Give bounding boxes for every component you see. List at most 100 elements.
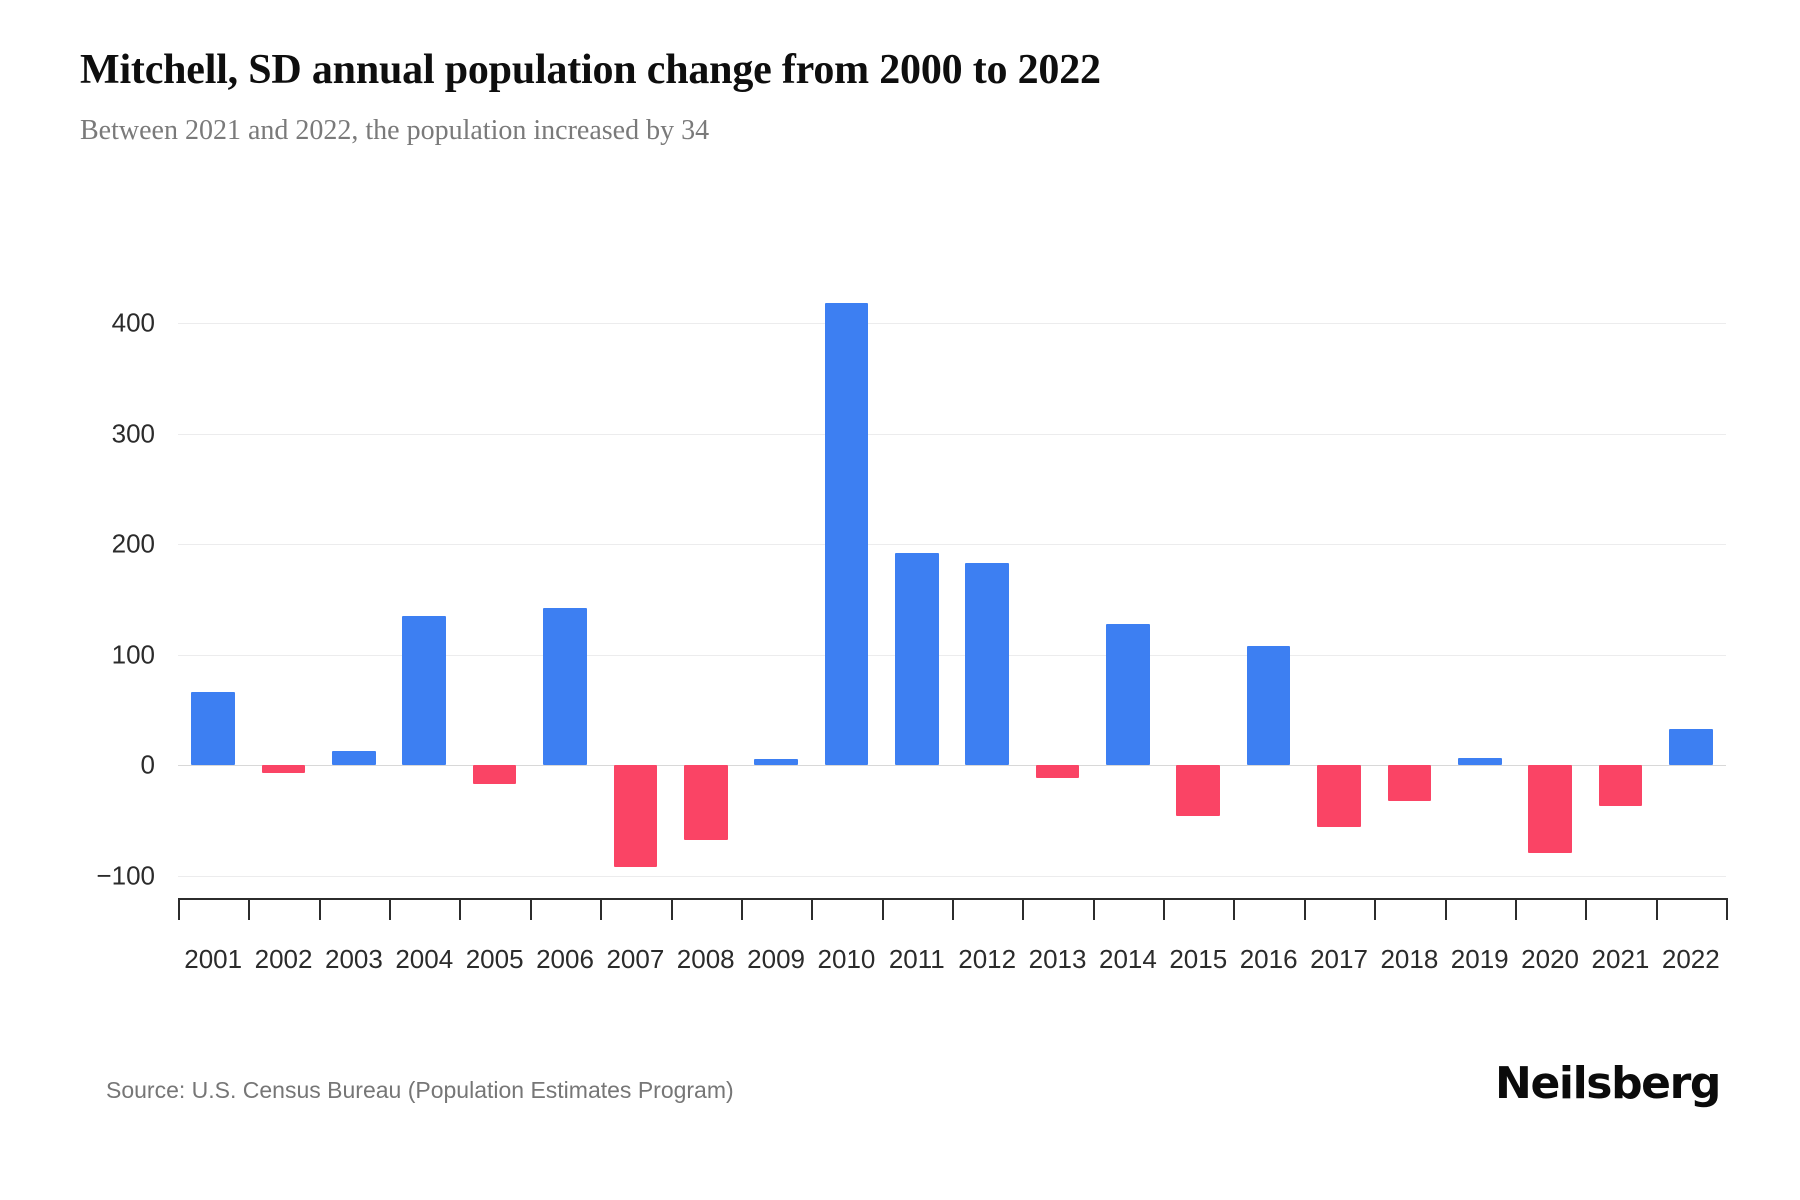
bar[interactable]	[1598, 765, 1643, 806]
x-axis-tick	[670, 898, 673, 920]
x-axis-tick-label: 2021	[1591, 944, 1650, 974]
x-axis-tick	[1374, 898, 1377, 920]
bar[interactable]	[1668, 728, 1713, 765]
bar[interactable]	[754, 759, 798, 765]
y-axis-tick-label: 100	[111, 639, 155, 669]
bar-slot	[389, 0, 459, 1200]
bar-slot	[1163, 0, 1233, 1200]
bar[interactable]	[1317, 765, 1361, 827]
bar[interactable]	[543, 608, 587, 765]
bar-slot	[882, 0, 952, 1200]
bar-slot	[178, 0, 248, 1200]
chart-subtitle: Between 2021 and 2022, the population in…	[80, 115, 710, 147]
gridline	[178, 323, 1726, 324]
bar-slot	[952, 0, 1022, 1200]
bar-slot	[1304, 0, 1374, 1200]
source-note: Source: U.S. Census Bureau (Population E…	[106, 1077, 734, 1103]
x-axis-tick	[811, 898, 814, 920]
x-axis-tick-label: 2015	[1169, 944, 1228, 974]
x-axis-tick-label: 2005	[465, 944, 524, 974]
y-axis-tick-label: −100	[96, 860, 155, 890]
bar[interactable]	[472, 765, 517, 784]
zero-line	[178, 765, 1726, 766]
x-axis-tick	[1585, 898, 1588, 920]
bar[interactable]	[1387, 765, 1432, 802]
bar[interactable]	[402, 615, 447, 765]
x-axis-tick	[1163, 898, 1166, 920]
x-axis-tick	[1655, 898, 1658, 920]
bar-slot	[741, 0, 811, 1200]
y-axis-tick-label: 300	[111, 418, 155, 448]
x-axis-tick	[881, 898, 884, 920]
bar-slot	[1585, 0, 1655, 1200]
bar-slot	[530, 0, 600, 1200]
bar-slot	[600, 0, 670, 1200]
bar[interactable]	[261, 765, 306, 773]
x-axis-tick	[459, 898, 462, 920]
x-axis-tick	[178, 898, 180, 920]
bar-slot	[1022, 0, 1092, 1200]
x-axis-tick-label: 2003	[324, 944, 383, 974]
x-axis-tick-label: 2017	[1310, 944, 1368, 974]
x-axis-tick-label: 2013	[1028, 944, 1087, 974]
bar-slot	[319, 0, 389, 1200]
bar-slot	[248, 0, 318, 1200]
x-axis-tick-label: 2022	[1661, 944, 1720, 974]
y-axis-tick-label: 400	[111, 307, 155, 338]
gridline	[178, 654, 1726, 656]
y-axis-tick-label: 200	[111, 528, 155, 559]
bar-slot	[1515, 0, 1585, 1200]
x-axis-tick	[248, 898, 251, 920]
bar-slot	[1656, 0, 1726, 1200]
x-axis-tick-label: 2014	[1098, 944, 1157, 974]
x-axis-tick-label: 2001	[184, 944, 243, 974]
bar-slot	[1445, 0, 1515, 1200]
bar-slot	[459, 0, 529, 1200]
x-axis-tick	[1726, 898, 1728, 920]
brand-logo: Neilsberg	[1495, 1058, 1721, 1109]
bar[interactable]	[1106, 623, 1150, 765]
y-axis-tick-label: 0	[140, 749, 155, 780]
x-axis-tick	[318, 898, 321, 920]
x-axis-tick	[1303, 898, 1306, 920]
x-axis-tick	[740, 898, 743, 920]
page-title: Mitchell, SD annual population change fr…	[80, 47, 1101, 93]
x-axis-tick-label: 2012	[958, 944, 1017, 974]
x-axis-tick-label: 2004	[395, 944, 454, 974]
bar-slot	[1093, 0, 1163, 1200]
bar-series	[178, 0, 1726, 1200]
x-axis-tick-label: 2011	[888, 944, 945, 974]
x-axis-tick	[1022, 898, 1025, 920]
x-axis-tick	[952, 898, 954, 920]
x-axis-tick-label: 2008	[676, 944, 735, 974]
bar[interactable]	[332, 750, 376, 765]
bar-slot	[1374, 0, 1444, 1200]
x-axis-tick	[529, 898, 532, 920]
bar[interactable]	[894, 552, 939, 765]
bar[interactable]	[191, 692, 235, 765]
bar[interactable]	[1176, 765, 1221, 816]
header: Mitchell, SD annual population change fr…	[80, 46, 1720, 148]
bar[interactable]	[1035, 765, 1080, 779]
bar[interactable]	[965, 562, 1009, 765]
gridline	[178, 433, 1726, 435]
bar-slot	[671, 0, 741, 1200]
bar[interactable]	[613, 765, 658, 867]
x-axis-tick-label: 2006	[536, 944, 594, 974]
x-axis-tick	[600, 898, 603, 920]
x-axis-tick-label: 2009	[747, 944, 805, 974]
bar[interactable]	[1457, 758, 1502, 765]
bar[interactable]	[683, 765, 728, 841]
bar[interactable]	[1528, 765, 1572, 854]
x-axis-tick	[389, 898, 392, 920]
bar-slot	[1233, 0, 1303, 1200]
x-axis-tick-label: 2007	[606, 944, 665, 974]
x-axis-tick-label: 2016	[1239, 944, 1298, 974]
bar[interactable]	[824, 303, 869, 765]
x-axis-tick-label: 2018	[1380, 944, 1439, 974]
bar-slot	[811, 0, 881, 1200]
gridline	[178, 875, 1726, 877]
bar[interactable]	[1246, 645, 1291, 765]
